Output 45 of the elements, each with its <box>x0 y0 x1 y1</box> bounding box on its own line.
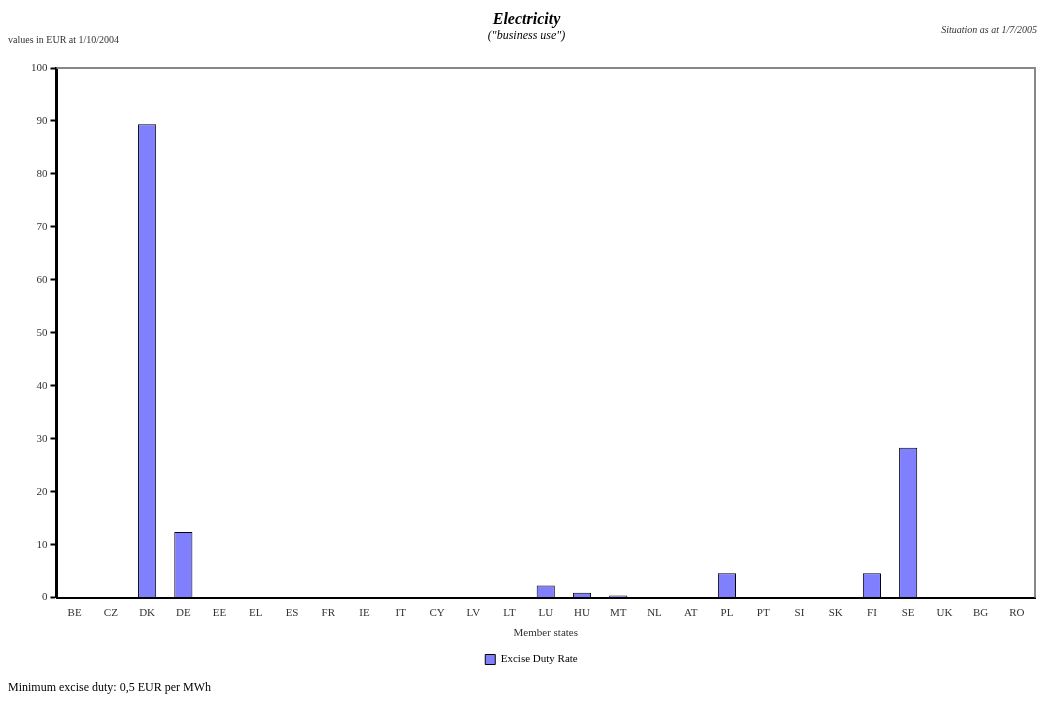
x-tick-label: LV <box>466 606 481 619</box>
x-tick-label: FR <box>321 606 336 619</box>
y-tick-label: 40 <box>36 378 48 391</box>
text: Situation as at 1/7/2005 <box>941 24 1037 35</box>
y-tick-label: 30 <box>36 431 48 444</box>
x-tick-label: BG <box>973 606 989 619</box>
x-tick-label: LU <box>538 606 554 619</box>
text: values in EUR at 1/10/2004 <box>8 34 120 45</box>
y-tick-label: 100 <box>31 60 48 73</box>
y-tick-label: 50 <box>36 325 48 338</box>
y-tick-label: 0 <box>42 590 48 603</box>
y-tick-label: 80 <box>36 166 48 179</box>
x-tick-label: CY <box>429 606 445 619</box>
text: Minimum excise duty: 0,5 EUR per MWh <box>8 680 211 695</box>
chart-title: Electricity <box>492 10 561 27</box>
y-tick-label: 70 <box>36 219 48 232</box>
x-tick-label: IT <box>395 606 407 619</box>
x-tick-label: UK <box>936 606 953 619</box>
chart-subtitle: ("business use") <box>487 28 566 42</box>
x-tick-label: EE <box>212 606 227 619</box>
x-tick-label: PL <box>720 606 734 619</box>
x-tick-label: LT <box>503 606 516 619</box>
x-tick-label: DK <box>139 606 156 619</box>
x-tick-label: EL <box>249 606 263 619</box>
x-tick-label: AT <box>683 606 698 619</box>
x-tick-label: BE <box>67 606 82 619</box>
x-tick-label: RO <box>1009 606 1025 619</box>
y-tick-label: 20 <box>36 484 48 497</box>
x-tick-label: CZ <box>103 606 119 619</box>
x-tick-label: MT <box>609 606 627 619</box>
x-tick-label: NL <box>647 606 663 619</box>
x-tick-label: ES <box>285 606 299 619</box>
x-tick-label: SI <box>794 606 805 619</box>
y-tick-label: 10 <box>36 537 48 550</box>
x-tick-label: HU <box>574 606 590 619</box>
x-tick-label: SK <box>828 606 843 619</box>
y-tick-label: 60 <box>36 272 48 285</box>
x-tick-label: FI <box>867 606 878 619</box>
legend-label: Excise Duty Rate <box>500 652 578 665</box>
x-axis-title: Member states <box>513 626 578 639</box>
x-tick-label: IE <box>359 606 371 619</box>
x-tick-label: PT <box>756 606 770 619</box>
y-tick-label: 90 <box>36 113 48 126</box>
x-tick-label: SE <box>901 606 915 619</box>
x-tick-label: DE <box>176 606 191 619</box>
